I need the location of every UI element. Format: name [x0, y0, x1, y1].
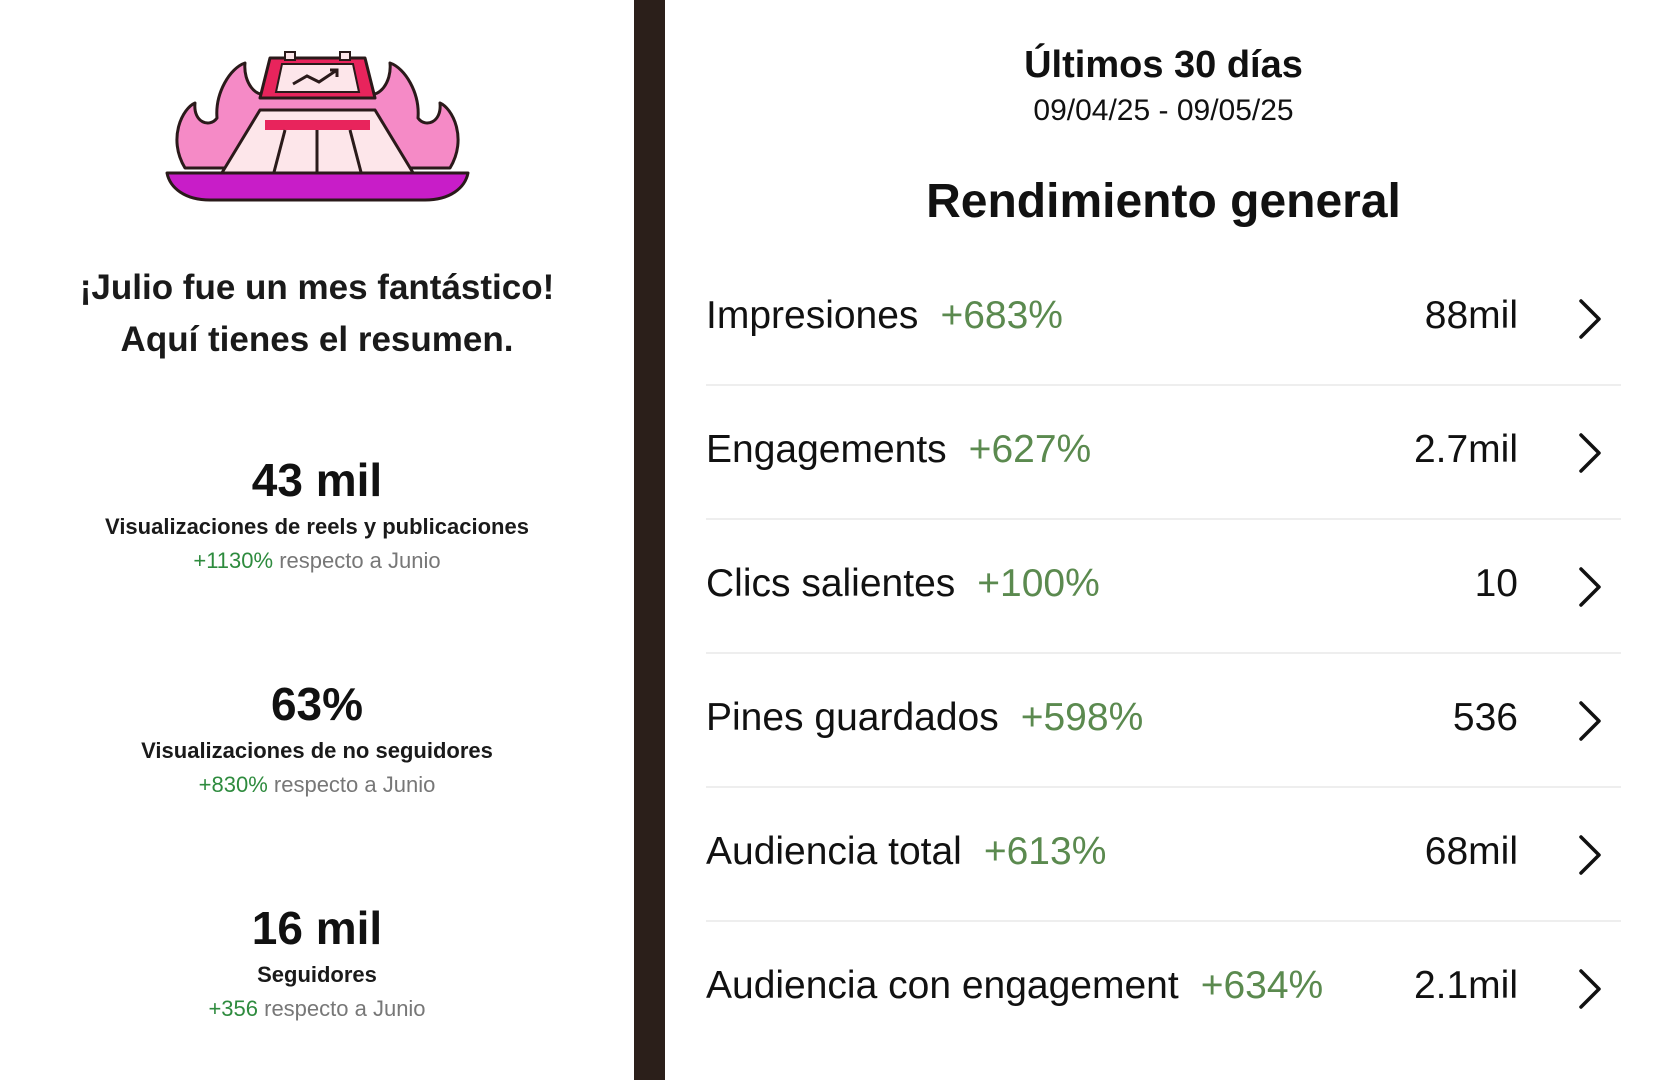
metrics-list: Impresiones +683% 88mil Engagements +627% … — [706, 252, 1621, 1056]
metric-change: +683% — [940, 294, 1063, 337]
stat-compare-text: respecto a Junio — [258, 996, 426, 1021]
metric-row-engagements[interactable]: Engagements +627% 2.7mil — [706, 386, 1621, 520]
stat-comparison: +830% respecto a Junio — [0, 770, 634, 800]
stat-change: +1130% — [193, 548, 274, 573]
metric-change: +634% — [1200, 964, 1324, 1007]
stat-value: 43 mil — [251, 454, 383, 506]
metric-row-outbound-clicks[interactable]: Clics salientes +100% 10 — [706, 520, 1621, 654]
metric-value: 10 — [1474, 562, 1518, 605]
chevron-right-icon[interactable] — [1577, 700, 1603, 742]
metric-name: Clics salientes +100% — [706, 562, 1100, 606]
metric-value: 536 — [1452, 696, 1518, 739]
chevron-right-icon[interactable] — [1577, 432, 1603, 474]
metric-row-impressions[interactable]: Impresiones +683% 88mil — [706, 252, 1621, 386]
performance-panel: Últimos 30 días 09/04/25 - 09/05/25 Rend… — [665, 0, 1662, 1080]
stat-block-views: 43 mil Visualizaciones de reels y public… — [0, 452, 634, 576]
metric-label: Clics salientes — [706, 562, 956, 605]
stat-comparison: +1130% respecto a Junio — [0, 546, 634, 576]
metric-change: +100% — [977, 562, 1100, 605]
stat-label: Seguidores — [257, 962, 377, 987]
panel-divider — [634, 0, 665, 1080]
metric-value: 68mil — [1424, 830, 1518, 873]
metric-row-total-audience[interactable]: Audiencia total +613% 68mil — [706, 788, 1621, 922]
metric-value: 2.1mil — [1413, 964, 1518, 1007]
stat-value: 63% — [270, 678, 364, 730]
headline-line-2: Aquí tienes el resumen. — [120, 320, 514, 359]
metric-label: Audiencia total — [706, 830, 962, 873]
metric-change: +613% — [983, 830, 1107, 873]
summary-panel: ¡Julio fue un mes fantástico! Aquí tiene… — [0, 0, 634, 1080]
metric-name: Pines guardados +598% — [706, 696, 1143, 740]
stat-compare-text: respecto a Junio — [273, 548, 441, 573]
metric-change: +627% — [968, 428, 1092, 471]
summary-headline: ¡Julio fue un mes fantástico! Aquí tiene… — [0, 262, 634, 366]
metric-row-engaged-audience[interactable]: Audiencia con engagement +634% 2.1mil — [706, 922, 1621, 1056]
period-title: Últimos 30 días — [1024, 44, 1303, 86]
metric-name: Audiencia total +613% — [706, 830, 1106, 874]
metric-label: Engagements — [706, 428, 947, 471]
flaming-stage-chart-icon — [165, 51, 470, 202]
chevron-right-icon[interactable] — [1577, 566, 1603, 608]
metric-label: Impresiones — [706, 294, 919, 337]
stat-label: Visualizaciones de reels y publicaciones — [105, 514, 529, 539]
stat-change: +830% — [198, 772, 268, 797]
section-title: Rendimiento general — [926, 175, 1401, 228]
metric-name: Impresiones +683% — [706, 294, 1063, 338]
stat-label: Visualizaciones de no seguidores — [141, 738, 493, 763]
chevron-right-icon[interactable] — [1577, 968, 1603, 1010]
stat-compare-text: respecto a Junio — [267, 772, 436, 797]
stat-block-non-followers: 63% Visualizaciones de no seguidores +83… — [0, 676, 634, 800]
metric-label: Pines guardados — [706, 696, 999, 739]
metric-name: Audiencia con engagement +634% — [706, 964, 1323, 1008]
headline-line-1: ¡Julio fue un mes fantástico! — [79, 268, 555, 307]
metric-row-saved-pins[interactable]: Pines guardados +598% 536 — [706, 654, 1621, 788]
stat-comparison: +356 respecto a Junio — [0, 994, 634, 1024]
stat-block-followers: 16 mil Seguidores +356 respecto a Junio — [0, 900, 634, 1024]
period-date-range: 09/04/25 - 09/05/25 — [1033, 94, 1294, 127]
chevron-right-icon[interactable] — [1577, 834, 1603, 876]
metric-value: 2.7mil — [1413, 428, 1518, 471]
metric-change: +598% — [1020, 696, 1144, 739]
stat-value: 16 mil — [251, 902, 383, 954]
metric-label: Audiencia con engagement — [706, 964, 1179, 1007]
chevron-right-icon[interactable] — [1577, 298, 1603, 340]
stat-change: +356 — [208, 996, 258, 1021]
metric-value: 88mil — [1424, 294, 1518, 337]
metric-name: Engagements +627% — [706, 428, 1091, 472]
